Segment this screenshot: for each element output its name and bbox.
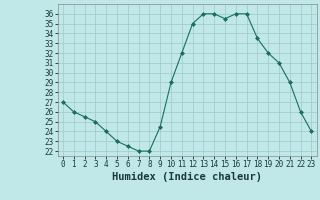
X-axis label: Humidex (Indice chaleur): Humidex (Indice chaleur) bbox=[112, 172, 262, 182]
